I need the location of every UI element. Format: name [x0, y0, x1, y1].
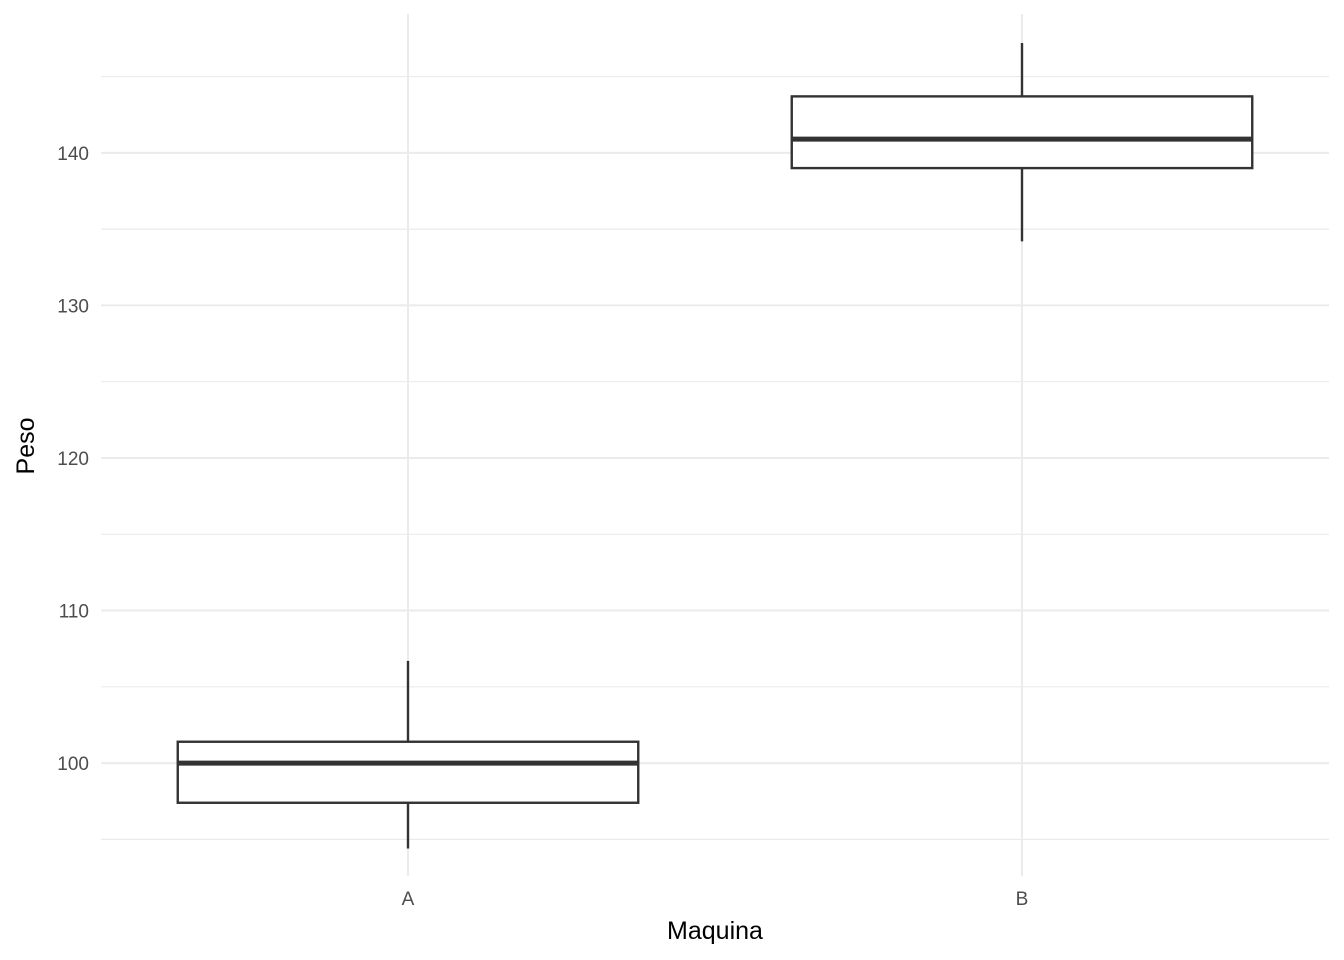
boxes	[176, 42, 1254, 849]
x-axis-title: Maquina	[667, 917, 763, 945]
interquartile-box	[176, 740, 640, 804]
x-tick-label: B	[1016, 889, 1029, 910]
y-tick-label: 140	[57, 144, 89, 165]
y-tick-label: 110	[59, 602, 89, 623]
box-b	[790, 42, 1254, 242]
x-tick-label: A	[402, 889, 415, 910]
y-tick-label: 100	[57, 754, 89, 775]
y-tick-label: 120	[57, 449, 89, 470]
y-tick-label: 130	[57, 296, 89, 317]
grid	[101, 14, 1329, 876]
y-axis-title: Peso	[12, 418, 40, 475]
y-axis-ticks: 100 110 120 130 140	[57, 144, 89, 775]
interquartile-box	[790, 95, 1254, 170]
box-a	[176, 660, 640, 849]
